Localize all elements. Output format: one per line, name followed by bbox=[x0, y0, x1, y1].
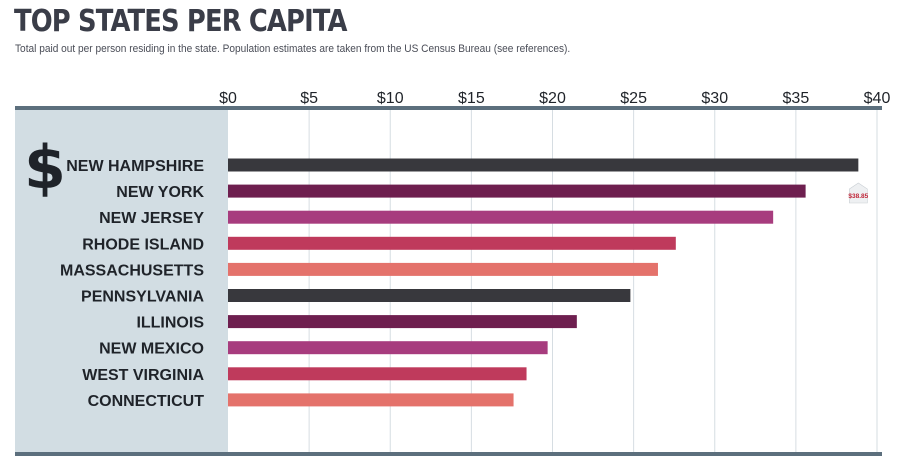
x-tick-label: $10 bbox=[377, 90, 404, 107]
bar bbox=[228, 341, 548, 355]
category-label: ILLINOIS bbox=[136, 315, 204, 332]
x-tick-label: $35 bbox=[783, 90, 810, 107]
category-label: RHODE ISLAND bbox=[82, 236, 204, 253]
category-label: NEW MEXICO bbox=[99, 341, 204, 358]
bars bbox=[228, 158, 859, 407]
x-tick-label: $20 bbox=[539, 90, 566, 107]
bar bbox=[228, 393, 514, 407]
bar bbox=[228, 210, 774, 224]
category-label: MASSACHUSETTS bbox=[60, 262, 204, 279]
category-label: WEST VIRGINIA bbox=[82, 367, 204, 384]
x-tick-label: $0 bbox=[219, 90, 237, 107]
dollar-sign-icon: $ bbox=[24, 133, 66, 203]
category-label: CONNECTICUT bbox=[88, 393, 205, 410]
x-tick-label: $40 bbox=[864, 90, 891, 107]
annotation-label: $38.85 bbox=[848, 193, 868, 200]
bar bbox=[228, 315, 577, 329]
category-labels: NEW HAMPSHIRE NEW YORK NEW JERSEY RHODE ISL… bbox=[60, 158, 204, 410]
x-tick-label: $30 bbox=[701, 90, 728, 107]
bar bbox=[228, 158, 859, 172]
value-annotation: $38.85 bbox=[848, 182, 869, 204]
category-label: NEW JERSEY bbox=[99, 210, 204, 227]
chart-title: TOP STATES PER CAPITA bbox=[14, 4, 348, 39]
x-tick-label: $5 bbox=[300, 90, 318, 107]
category-label-panel bbox=[15, 108, 228, 454]
category-label: NEW YORK bbox=[116, 184, 204, 201]
bar bbox=[228, 236, 676, 250]
chart-subtitle: Total paid out per person residing in th… bbox=[15, 43, 571, 55]
category-label: PENNSYLVANIA bbox=[81, 289, 204, 306]
bar bbox=[228, 367, 527, 381]
x-tick-labels: $0 $5 $10 $15 $20 $25 $30 $35 $40 bbox=[219, 90, 890, 107]
category-label: NEW HAMPSHIRE bbox=[66, 158, 204, 175]
bar bbox=[228, 184, 806, 198]
x-tick-label: $25 bbox=[620, 90, 647, 107]
bar bbox=[228, 289, 631, 302]
annotation-badge bbox=[849, 182, 868, 204]
bar bbox=[228, 262, 658, 276]
x-tick-label: $15 bbox=[458, 90, 485, 107]
